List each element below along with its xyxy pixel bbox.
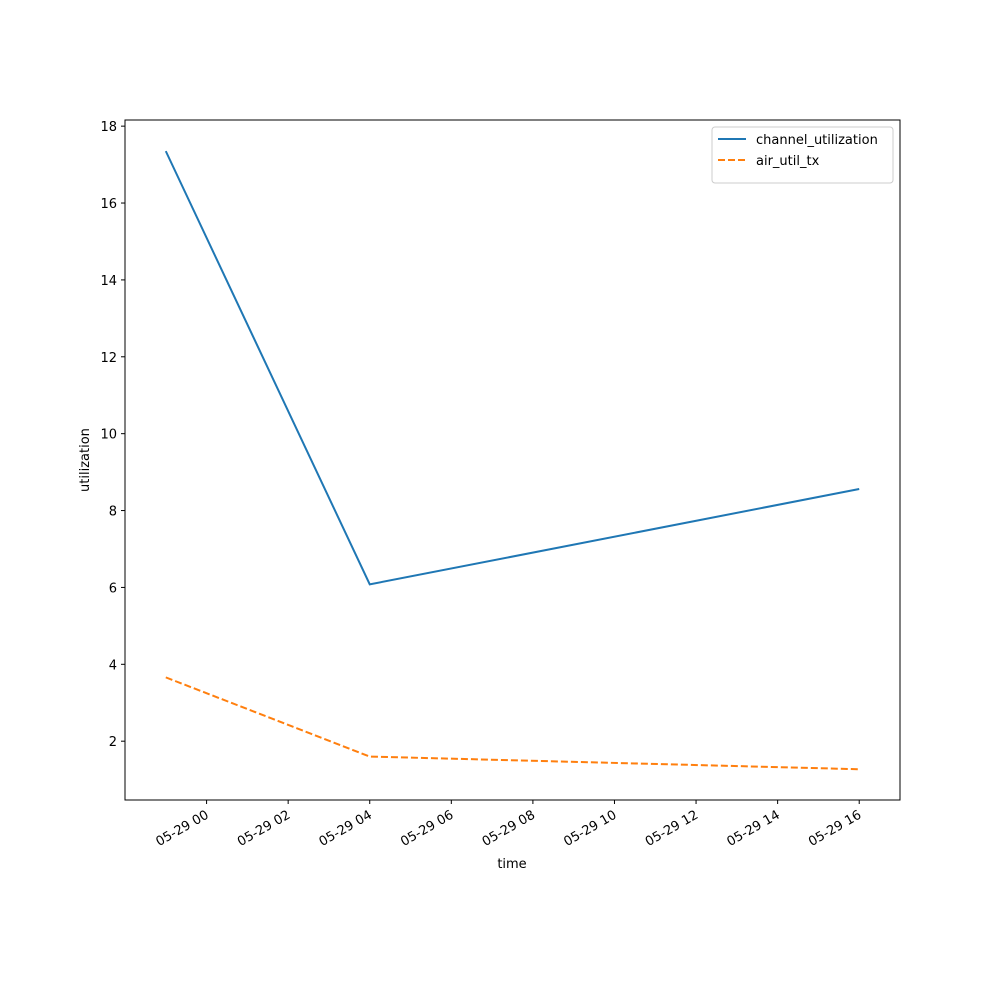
y-tick-label: 12 bbox=[100, 351, 117, 366]
y-tick-label: 14 bbox=[100, 274, 117, 289]
x-tick-label: 05-29 08 bbox=[480, 808, 538, 850]
y-tick-label: 18 bbox=[100, 120, 117, 135]
series-line bbox=[164, 150, 860, 586]
y-tick-label: 16 bbox=[100, 197, 117, 212]
x-tick-label: 05-29 06 bbox=[398, 808, 456, 850]
x-tick-label: 05-29 12 bbox=[643, 808, 701, 850]
y-tick-label: 8 bbox=[109, 505, 117, 520]
y-tick-label: 2 bbox=[109, 735, 117, 750]
y-tick-label: 6 bbox=[109, 581, 117, 596]
series-line bbox=[165, 676, 860, 771]
legend-box bbox=[711, 126, 894, 184]
x-axis-label: time bbox=[497, 857, 526, 872]
x-tick-label: 05-29 00 bbox=[153, 808, 211, 850]
plot-frame bbox=[124, 119, 901, 801]
x-tick-label: 05-29 16 bbox=[806, 808, 864, 850]
y-tick-label: 4 bbox=[109, 658, 117, 673]
x-tick-label: 05-29 14 bbox=[725, 808, 783, 850]
x-tick-label: 05-29 04 bbox=[317, 808, 375, 850]
y-tick-label: 10 bbox=[100, 428, 117, 443]
y-axis-label: utilization bbox=[78, 428, 93, 492]
legend-label: channel_utilization bbox=[756, 133, 878, 148]
legend-label: air_util_tx bbox=[756, 154, 820, 169]
x-tick-label: 05-29 10 bbox=[561, 808, 619, 850]
x-tick-label: 05-29 02 bbox=[235, 808, 293, 850]
